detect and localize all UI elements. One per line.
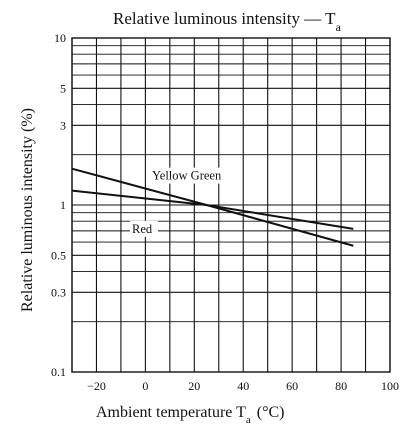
x-axis-label: Ambient temperature Ta (°C) xyxy=(96,404,285,426)
y-tick-label: 0.3 xyxy=(51,285,66,299)
x-tick-label: 0 xyxy=(142,379,148,393)
y-axis-label: Relative luminous intensity (%) xyxy=(19,108,36,312)
x-tick-label: −20 xyxy=(87,379,106,393)
series-label-yellow-green: Yellow Green xyxy=(152,169,222,183)
tick-labels: −20 0 20 40 60 80 100 0.1 0.3 0.5 1 3 5 10 xyxy=(51,31,399,393)
series-label-red: Red xyxy=(132,222,153,236)
chart-title: Relative luminous intensity — Ta xyxy=(113,9,342,34)
y-tick-label: 0.5 xyxy=(51,248,66,262)
chart-title-subscript: a xyxy=(336,20,342,34)
series-labels: Yellow Green Red xyxy=(130,167,242,237)
axis-labels: Ambient temperature Ta (°C)Relative lumin… xyxy=(19,108,285,426)
x-tick-label: 100 xyxy=(381,379,399,393)
y-tick-label: 10 xyxy=(54,31,66,45)
x-axis-label-subscript: a xyxy=(246,414,251,426)
x-tick-label: 40 xyxy=(237,379,249,393)
y-tick-label: 0.1 xyxy=(51,365,66,379)
x-tick-label: 80 xyxy=(335,379,347,393)
series-red xyxy=(71,189,354,230)
y-tick-label: 1 xyxy=(60,198,66,212)
label-bg xyxy=(150,167,242,184)
plot-frame xyxy=(71,37,391,373)
x-axis-unit: (°C) xyxy=(257,404,285,421)
label-bg xyxy=(130,220,158,237)
y-tick-label: 3 xyxy=(60,118,66,132)
y-tick-label: 5 xyxy=(60,81,66,95)
x-tick-label: 60 xyxy=(286,379,298,393)
x-tick-label: 20 xyxy=(188,379,200,393)
grid xyxy=(71,37,391,373)
series-lines xyxy=(71,167,354,247)
